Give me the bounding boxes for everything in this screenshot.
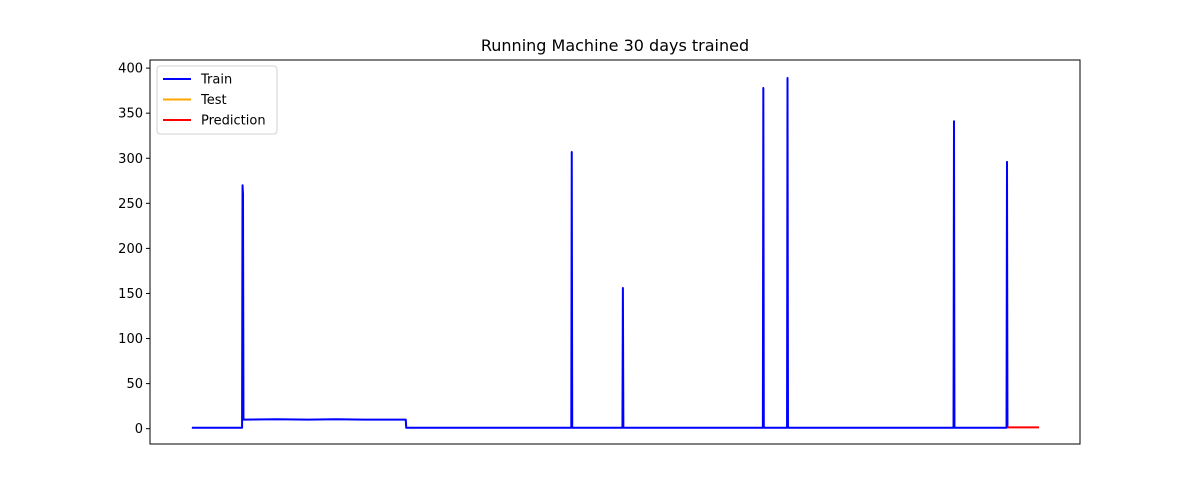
- chart-title: Running Machine 30 days trained: [481, 36, 749, 55]
- legend-box: [156, 65, 278, 135]
- y-tick-label: 300: [118, 152, 143, 167]
- axes-frame: [149, 59, 1081, 445]
- y-axis: 0 50 100 150 200 250 300 350 400: [118, 62, 150, 437]
- legend: Train Test Prediction: [156, 65, 278, 135]
- y-tick-label: 350: [118, 107, 143, 122]
- plot-lines: [191, 77, 1040, 429]
- legend-label-test: Test: [200, 93, 227, 108]
- series-line-train: [191, 77, 1009, 429]
- y-tick-label: 150: [118, 287, 143, 302]
- y-tick-label: 200: [118, 242, 143, 257]
- legend-label-train: Train: [200, 73, 232, 88]
- y-tick-label: 400: [118, 62, 143, 77]
- legend-label-prediction: Prediction: [201, 114, 266, 129]
- y-tick-label: 250: [118, 197, 143, 212]
- y-tick-label: 0: [135, 422, 143, 437]
- y-tick-label: 100: [118, 332, 143, 347]
- y-tick-label: 50: [126, 377, 143, 392]
